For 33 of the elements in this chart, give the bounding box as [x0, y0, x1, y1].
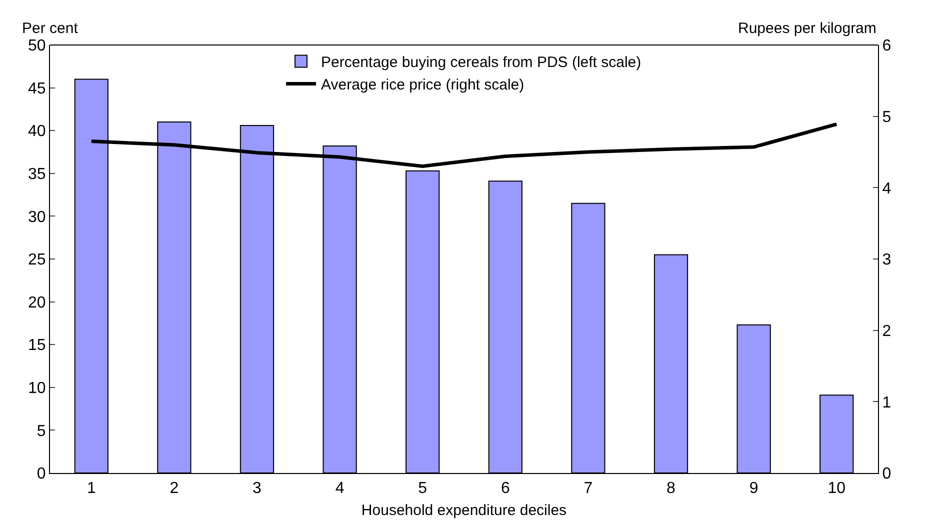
y-tick-label: 0: [36, 466, 46, 483]
x-tick-label: 8: [666, 480, 676, 498]
x-tick-label: 5: [418, 480, 428, 498]
y2-tick-label: 1: [882, 394, 892, 412]
legend-label: Percentage buying cereals from PDS (left scale): [321, 54, 642, 72]
x-tick-label: 2: [170, 480, 179, 498]
x-tick-label: 9: [749, 480, 758, 498]
y-tick-label: 40: [28, 123, 46, 140]
y-tick-label: 25: [28, 252, 46, 269]
y-tick-label: 5: [36, 422, 46, 440]
y-tick-label: 30: [28, 208, 46, 226]
y-tick-label: 50: [28, 38, 46, 55]
y2-tick-label: 2: [882, 322, 892, 340]
y2-tick-label: 5: [882, 108, 892, 126]
x-tick-label: 6: [500, 480, 510, 498]
legend-label: Average rice price (right scale): [321, 76, 524, 94]
x-tick-label: 10: [828, 480, 846, 498]
y-tick-label: 45: [28, 80, 46, 98]
y2-tick-label: 0: [882, 466, 892, 483]
y-tick-label: 15: [28, 337, 46, 354]
y-tick-label: 10: [28, 380, 46, 397]
y2-tick-label: 3: [882, 252, 892, 269]
x-axis-title: Household expenditure deciles: [361, 502, 567, 520]
x-tick-label: 4: [335, 480, 344, 498]
y-axis-title: Per cent: [22, 20, 79, 37]
y2-tick-label: 4: [882, 180, 892, 198]
x-tick-label: 7: [584, 480, 593, 498]
y-tick-label: 35: [28, 166, 46, 183]
y2-axis-title: Rupees per kilogram: [738, 20, 876, 37]
y2-tick-label: 6: [882, 38, 892, 55]
x-tick-label: 1: [86, 480, 96, 498]
x-tick-label: 3: [252, 480, 262, 498]
y-tick-label: 20: [28, 294, 46, 312]
